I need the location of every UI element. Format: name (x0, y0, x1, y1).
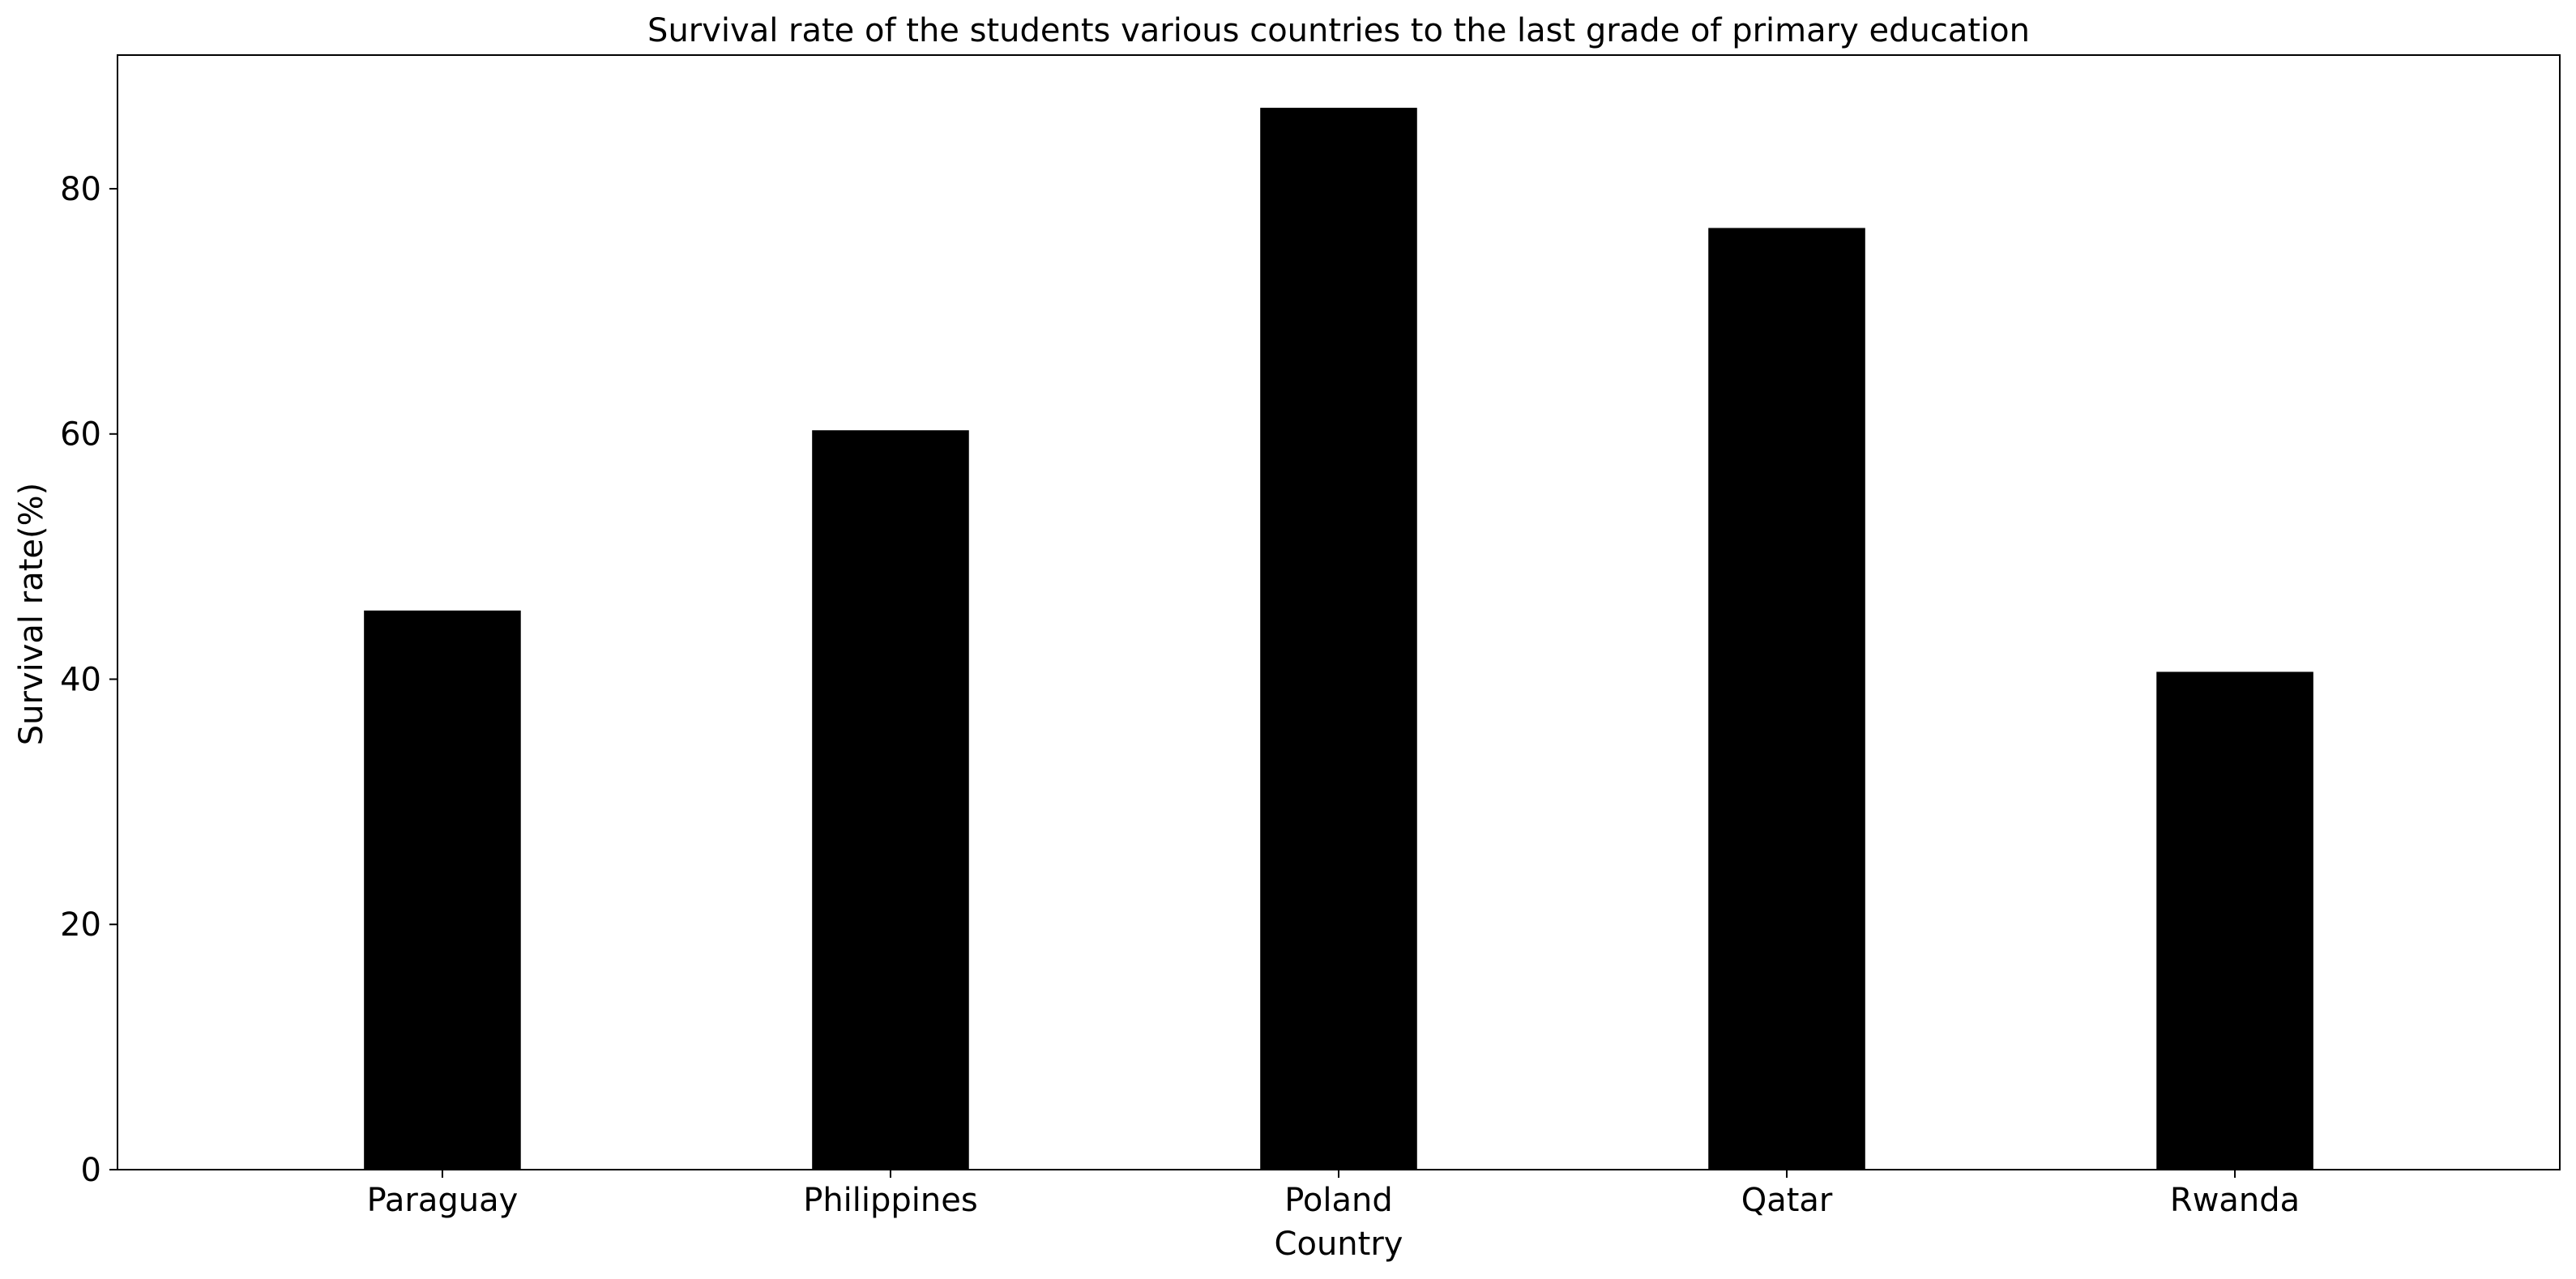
x-tick-label: Paraguay (367, 1182, 519, 1219)
y-axis-ticks: 0 20 40 60 80 (60, 171, 117, 1189)
bar-poland (1260, 108, 1417, 1170)
bar-qatar (1708, 228, 1865, 1170)
bar-rwanda (2156, 671, 2313, 1170)
y-tick-label: 60 (60, 416, 101, 454)
chart-title: Survival rate of the students various co… (647, 12, 2030, 49)
x-tick-label: Rwanda (2170, 1182, 2300, 1219)
y-tick-label: 40 (60, 661, 101, 698)
y-tick-label: 0 (81, 1152, 101, 1189)
bars-group (364, 108, 2313, 1170)
x-axis-label: Country (1275, 1226, 1403, 1263)
x-tick-label: Poland (1284, 1182, 1393, 1219)
y-tick-label: 80 (60, 171, 101, 208)
x-tick-label: Qatar (1741, 1182, 1833, 1219)
bar-paraguay (364, 610, 521, 1170)
x-tick-label: Philippines (803, 1182, 978, 1219)
bar-philippines (812, 430, 969, 1170)
y-axis-label: Survival rate(%) (13, 483, 50, 745)
x-axis-ticks: Paraguay Philippines Poland Qatar Rwanda (367, 1170, 2300, 1219)
y-tick-label: 20 (60, 906, 101, 944)
plot-area-frame (117, 54, 2561, 1170)
